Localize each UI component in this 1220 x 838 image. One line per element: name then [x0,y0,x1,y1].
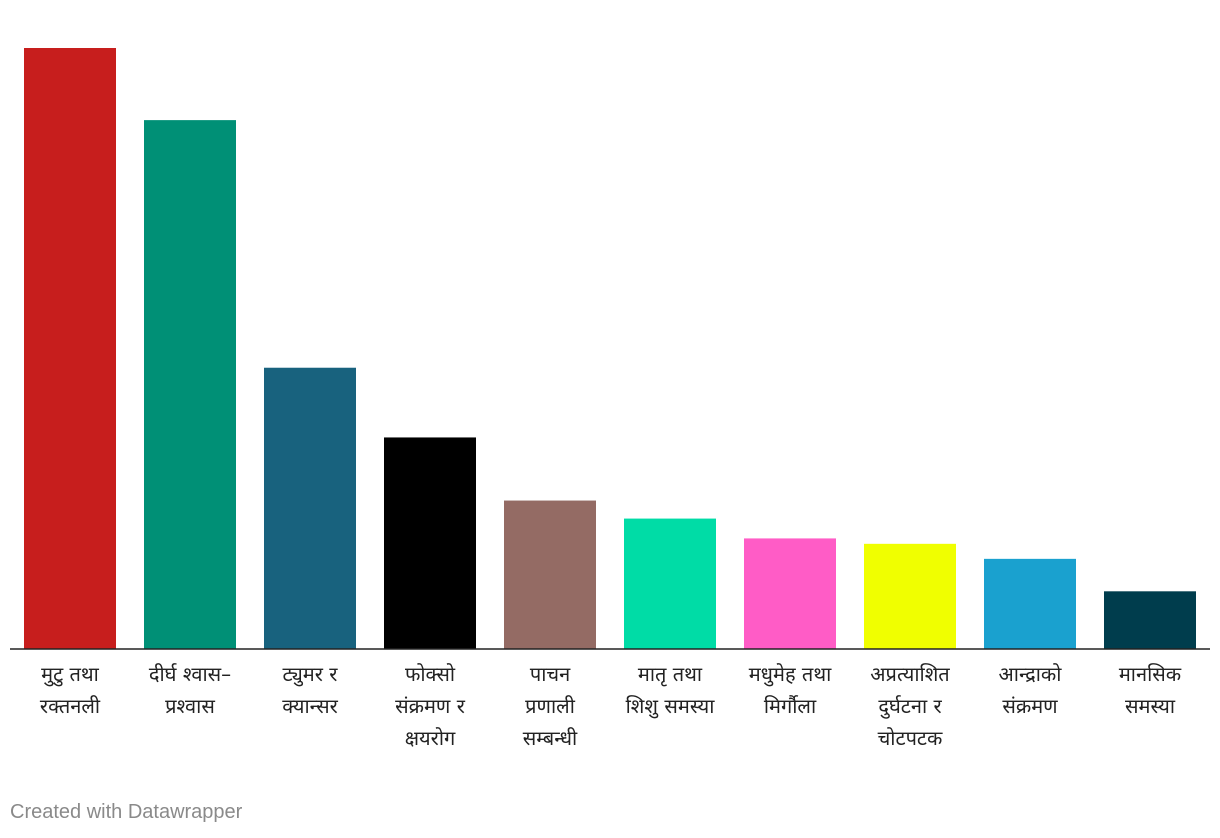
category-label-line: सम्बन्धी [523,726,578,750]
category-label-line: संक्रमण [1002,694,1058,718]
category-label-line: शिशु समस्या [626,694,716,719]
bar-7 [744,538,836,649]
category-label-10: मानसिक समस्या [1119,662,1182,718]
datawrapper-credit: Created with Datawrapper [10,801,243,823]
category-label-line: समस्या [1125,694,1176,718]
category-label-line: पाचन [530,662,571,686]
category-label-line: दुर्घटना र [878,694,942,719]
bar-3 [264,367,356,649]
bar-4 [384,437,476,649]
category-label-line: मिर्गौला [764,694,817,718]
category-label-line: अप्रत्याशित [870,662,950,686]
category-label-line: चोटपटक [878,726,943,750]
bar-8 [864,543,956,649]
category-label-line: क्षयरोग [405,726,456,750]
category-label-line: रक्तनली [40,694,101,718]
category-label-3: ट्युमर र क्यान्सर [282,662,338,718]
category-label-line: प्रणाली [525,694,576,718]
category-label-line: प्रश्वास [165,694,215,718]
category-label-line: ट्युमर र [283,662,339,687]
category-label-line: मातृ तथा [638,662,703,687]
bar-10 [1104,591,1196,649]
category-label-line: दीर्घ श्वास– [149,662,231,686]
category-label-line: आन्द्राको [999,662,1063,686]
category-label-line: संक्रमण र [395,694,466,718]
category-label-line: फोक्सो [405,662,456,686]
category-label-5: पाचन प्रणाली सम्बन्धी [523,662,578,750]
category-label-1: मुटु तथा रक्तनली [40,662,101,718]
bar-2 [144,120,236,650]
category-label-8: अप्रत्याशित दुर्घटना र चोटपटक [870,662,950,750]
bar-6 [624,518,716,649]
category-labels-group: मुटु तथा रक्तनली दीर्घ श्वास– प्रश्वास ट्युम… [40,662,1182,750]
category-label-line: क्यान्सर [282,694,338,718]
category-label-4: फोक्सो संक्रमण र क्षयरोग [395,662,466,750]
category-label-7: मधुमेह तथा मिर्गौला [749,662,832,718]
category-label-9: आन्द्राको संक्रमण [999,662,1063,718]
bar-1 [24,48,116,649]
category-label-2: दीर्घ श्वास– प्रश्वास [149,662,231,718]
bar-5 [504,500,596,649]
category-label-line: मानसिक [1119,662,1182,686]
bar-9 [984,558,1076,649]
category-label-line: मुटु तथा [41,662,100,687]
category-label-line: मधुमेह तथा [749,662,832,687]
bars-group [24,48,1196,650]
category-label-6: मातृ तथा शिशु समस्या [626,662,716,719]
